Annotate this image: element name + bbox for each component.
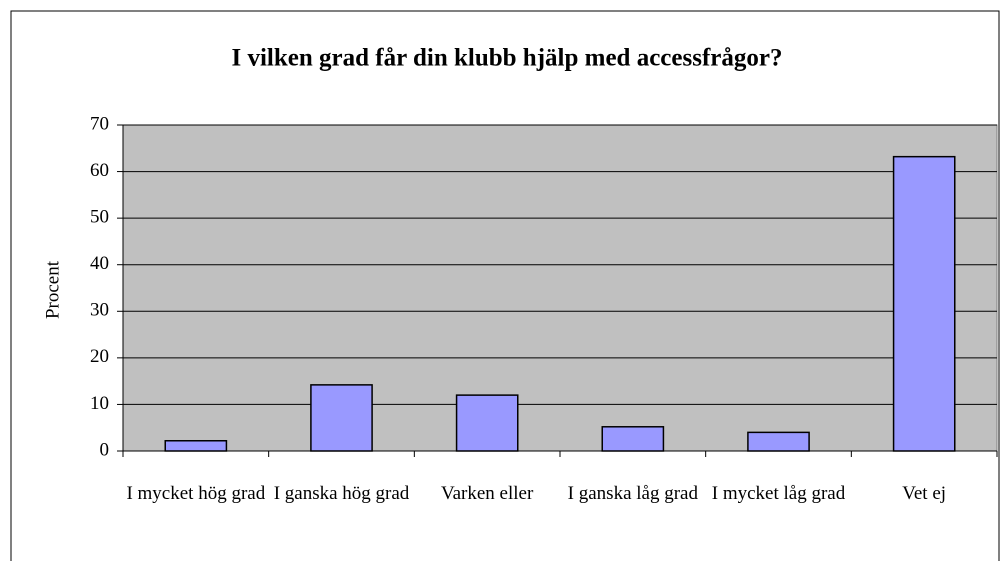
y-axis-label: Procent (42, 260, 63, 319)
y-tick-label: 70 (90, 113, 109, 134)
x-tick-label: I mycket låg grad (711, 483, 846, 504)
x-tick-label: Vet ej (902, 483, 947, 504)
x-tick-label: I ganska låg grad (567, 483, 698, 504)
y-tick-label: 30 (90, 300, 109, 321)
bar (310, 384, 373, 452)
bar (455, 394, 519, 452)
y-tick-label: 10 (90, 393, 109, 414)
bar (601, 426, 665, 452)
x-tick-label: I mycket hög grad (126, 483, 266, 504)
bar (747, 431, 810, 452)
x-tick-label: Varken eller (441, 483, 534, 504)
y-tick-label: 60 (90, 160, 109, 181)
bar (892, 155, 956, 452)
bar (164, 440, 228, 452)
plot-area (122, 124, 998, 452)
x-tick-label: I ganska hög grad (273, 483, 410, 504)
chart-title: I vilken grad får din klubb hjälp med ac… (232, 45, 783, 72)
y-tick-label: 50 (90, 207, 109, 228)
y-tick-label: 0 (100, 439, 110, 460)
y-tick-label: 20 (90, 346, 109, 367)
y-tick-label: 40 (90, 253, 109, 274)
